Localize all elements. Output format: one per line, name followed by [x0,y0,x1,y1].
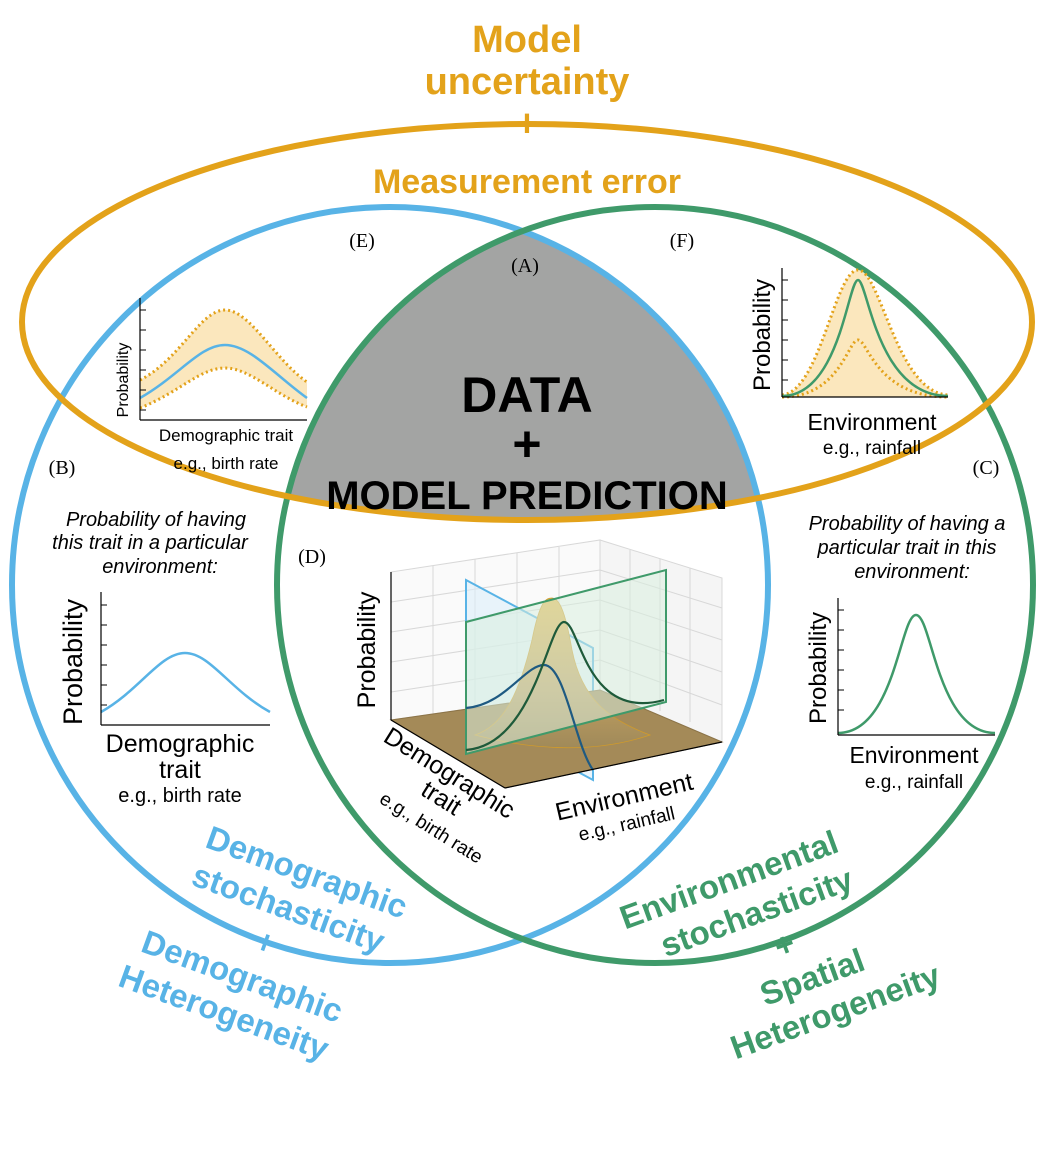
top-label-line2: uncertainty [425,61,630,103]
panel-e-chart: Probability Demographic trait e.g., birt… [115,298,308,473]
panel-b-xlabel2: trait [159,756,201,784]
panel-b-caption3: environment: [102,556,218,578]
panel-f-xlabel2: e.g., rainfall [823,438,921,459]
panel-b-caption1: Probability of having [66,509,246,531]
panel-e-curve [139,343,308,400]
panel-d-blue-slice-curve [465,663,594,771]
label-f: (F) [670,230,694,252]
blue-circle [9,204,771,966]
panel-f-ylabel: Probability [749,279,776,391]
panel-e-ylabel: Probability [115,343,132,418]
panel-c-caption3: environment: [854,561,970,583]
panel-c-xlabel1: Environment [849,742,979,768]
center-intersection-region [277,207,768,520]
top-label-line3: Measurement error [373,163,681,201]
panel-c-caption2: particular trait in this [817,537,997,559]
label-c: (C) [973,457,1000,479]
label-a: (A) [511,255,539,277]
label-b: (B) [49,457,76,479]
panel-b-ylabel: Probability [58,598,88,725]
panel-e-upper-dotted [139,308,308,384]
panel-f-xlabel1: Environment [807,409,937,435]
panel-f-upper-dotted [781,268,949,397]
panel-e-lower-dotted [139,366,308,410]
panel-c-xlabel2: e.g., rainfall [865,772,963,793]
panel-c-curve [837,613,996,735]
panel-b-caption2: this trait in a particular [52,532,249,554]
panel-d-chart: Probability Demographic trait e.g., birt… [353,539,724,868]
panel-d-axis1 [390,719,506,789]
panel-b-xlabel3: e.g., birth rate [118,785,241,807]
panel-c-ylabel: Probability [805,612,832,724]
panel-e-xlabel1: Demographic trait [159,426,293,445]
panel-e-xlabel2: e.g., birth rate [174,454,279,473]
orange-ellipse [19,121,1035,523]
top-label-line1: Model [472,19,582,61]
panel-f-curve [781,278,949,398]
panel-c-caption1: Probability of having a [809,513,1006,535]
panel-c-chart: Probability of having a particular trait… [805,513,1005,793]
panel-e-band [140,310,307,408]
panel-b-chart: Probability of having this trait in a pa… [52,509,271,807]
panel-f-band [782,270,948,397]
panel-f-chart: Probability Environment e.g., rainfall [749,268,949,459]
bottom-right-plus: + [769,924,800,965]
center-plus: + [512,416,541,472]
panel-d-green-slice-curve [465,620,665,752]
bottom-left-plus: + [250,921,281,962]
center-line1: DATA [461,367,592,423]
top-label-plus: + [516,103,538,145]
label-d: (D) [298,546,326,568]
label-e: (E) [349,230,375,252]
center-line2: MODEL PREDICTION [326,474,728,518]
panel-f-lower-dotted [781,338,949,399]
panel-b-curve [100,651,271,714]
panel-b-xlabel1: Demographic [106,730,255,758]
panel-d-ylabel: Probability [353,591,381,708]
panel-d-axis2 [504,741,723,789]
green-circle [274,204,1036,966]
bottom-left-label: Demographic stochasticity + Demographic … [114,819,412,1068]
panel-d-green-plane [465,568,667,756]
